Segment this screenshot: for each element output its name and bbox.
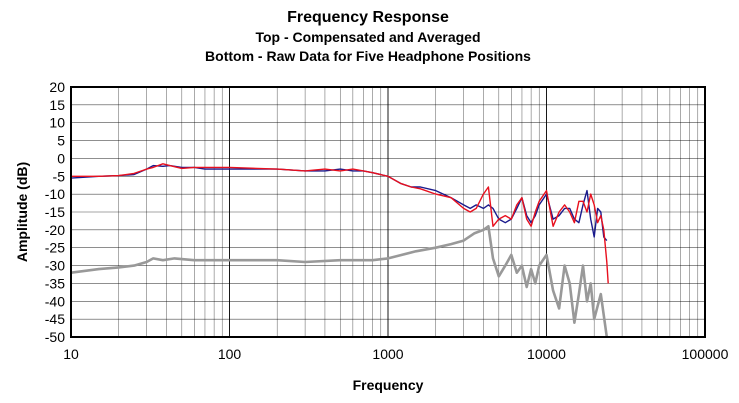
compensated-right-series-line	[71, 163, 609, 284]
plot-area	[70, 86, 706, 338]
y-tick-label: 15	[49, 97, 65, 113]
chart-subtitle-top: Top - Compensated and Averaged	[255, 29, 480, 45]
raw-data-series-line	[70, 225, 609, 338]
y-tick-label: 10	[49, 115, 65, 131]
y-tick-label: -20	[45, 222, 65, 238]
x-tick-label: 100000	[682, 346, 729, 362]
y-tick-label: -30	[45, 258, 65, 274]
y-tick-label: 0	[57, 150, 65, 166]
chart-title: Frequency Response	[287, 9, 449, 26]
y-axis-label: Amplitude (dB)	[14, 162, 30, 262]
data-series	[70, 163, 609, 338]
x-tick-label: 1000	[372, 346, 403, 362]
y-tick-label: -50	[45, 329, 65, 345]
y-axis-ticks: 20 15 10 50 -5 -10 -15 -20 -25 -30-35 -40 -45 -50	[45, 79, 65, 345]
y-tick-label: -35	[45, 275, 65, 291]
y-tick-label: -15	[45, 204, 65, 220]
y-tick-label: -10	[45, 186, 65, 202]
y-tick-label: 5	[57, 133, 65, 149]
grid-lines	[70, 86, 705, 338]
x-axis-ticks: 10 100 1000 10000 100000	[63, 346, 728, 362]
y-tick-label: -25	[45, 240, 65, 256]
y-tick-label: -40	[45, 293, 65, 309]
x-axis-label: Frequency	[353, 377, 424, 393]
plot-border	[70, 86, 706, 338]
x-tick-label: 100	[218, 346, 242, 362]
y-tick-label: -45	[45, 311, 65, 327]
chart-subtitle-bottom: Bottom - Raw Data for Five Headphone Pos…	[205, 48, 531, 64]
x-tick-label: 10	[63, 346, 79, 362]
x-tick-label: 10000	[527, 346, 566, 362]
y-tick-label: 20	[49, 79, 65, 95]
y-tick-label: -5	[53, 168, 66, 184]
